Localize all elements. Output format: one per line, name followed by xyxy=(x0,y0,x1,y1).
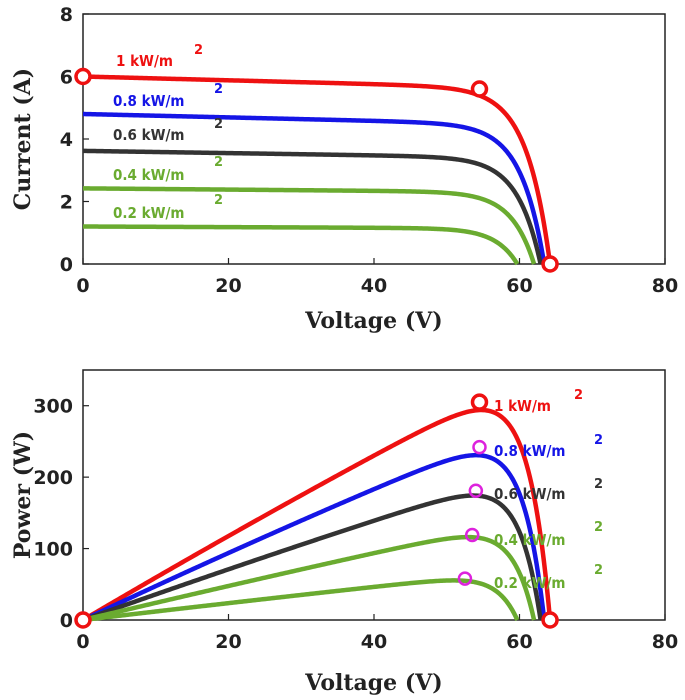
x-tick-label: 80 xyxy=(652,275,678,297)
series-label-superscript: 2 xyxy=(594,563,603,578)
y-tick-label: 0 xyxy=(60,254,73,276)
x-tick-label: 0 xyxy=(76,275,89,297)
mpp-marker xyxy=(472,439,487,455)
x-axis-label: Voltage (V) xyxy=(304,670,442,696)
series-label-superscript: 2 xyxy=(214,117,223,132)
series-label-3: 0.6 kW/m xyxy=(113,126,184,144)
series-label-superscript: 2 xyxy=(214,82,223,97)
series-line-2 xyxy=(82,452,547,623)
x-tick-label: 60 xyxy=(506,631,532,653)
series-label-superscript: 2 xyxy=(594,520,603,535)
series-label-superscript: 2 xyxy=(594,477,603,492)
series-label-4: 0.4 kW/m xyxy=(494,531,565,549)
series-label-2: 0.8 kW/m xyxy=(113,92,184,110)
series-label-2: 0.8 kW/m xyxy=(494,442,565,460)
y-tick-label: 2 xyxy=(60,192,73,214)
point-marker xyxy=(74,67,92,86)
mpp-marker xyxy=(464,527,480,543)
y-tick-label: 4 xyxy=(60,129,73,151)
y-axis-label: Power (W) xyxy=(10,431,36,559)
series-line-1 xyxy=(81,407,553,622)
series-label-4: 0.4 kW/m xyxy=(113,166,184,184)
chart-panel-2: 0 20 40 60 80 0 100 200 300 Voltage (V) Power (W) 1… xyxy=(10,369,678,696)
series-label-superscript: 2 xyxy=(594,433,603,448)
series-label-1: 1 kW/m xyxy=(116,52,173,70)
x-axis-label: Voltage (V) xyxy=(304,308,442,334)
series-label-5: 0.2 kW/m xyxy=(113,204,184,222)
y-tick-label: 0 xyxy=(60,610,73,632)
y-axis-label: Current (A) xyxy=(10,68,36,210)
series-label-1: 1 kW/m xyxy=(494,397,551,415)
mpp-marker xyxy=(468,483,484,498)
series-label-superscript: 2 xyxy=(214,193,223,208)
series-label-superscript: 2 xyxy=(194,43,203,58)
series-line-2 xyxy=(82,111,547,265)
chart-panel-1: 0 20 40 60 80 0 2 4 6 8 Voltage (V) Current (A) 1 kW… xyxy=(10,4,678,334)
y-tick-label: 6 xyxy=(60,67,73,89)
point-marker xyxy=(74,611,92,629)
x-tick-label: 40 xyxy=(361,275,387,297)
mpp-marker xyxy=(470,393,489,411)
x-tick-label: 20 xyxy=(215,631,241,653)
series-line-5 xyxy=(82,578,520,623)
point-marker xyxy=(541,255,559,273)
y-tick-label: 300 xyxy=(33,396,73,418)
series-label-superscript: 2 xyxy=(574,388,583,403)
y-tick-label: 8 xyxy=(60,4,73,26)
x-tick-label: 40 xyxy=(361,631,387,653)
point-marker xyxy=(470,80,489,98)
series-line-4 xyxy=(82,186,537,265)
series-label-3: 0.6 kW/m xyxy=(494,485,565,503)
point-marker xyxy=(541,611,559,629)
y-tick-label: 100 xyxy=(33,539,73,561)
series-label-5: 0.2 kW/m xyxy=(494,574,565,592)
series-line-3 xyxy=(82,493,543,623)
x-tick-label: 80 xyxy=(652,631,678,653)
y-tick-label: 200 xyxy=(33,467,73,489)
plot-frame xyxy=(82,369,666,621)
x-tick-label: 20 xyxy=(215,275,241,297)
x-tick-label: 60 xyxy=(506,275,532,297)
mpp-marker xyxy=(457,571,473,586)
series-line-3 xyxy=(82,148,543,265)
series-line-4 xyxy=(82,534,537,623)
series-line-5 xyxy=(82,224,520,266)
x-tick-label: 0 xyxy=(76,631,89,653)
series-label-superscript: 2 xyxy=(214,155,223,170)
